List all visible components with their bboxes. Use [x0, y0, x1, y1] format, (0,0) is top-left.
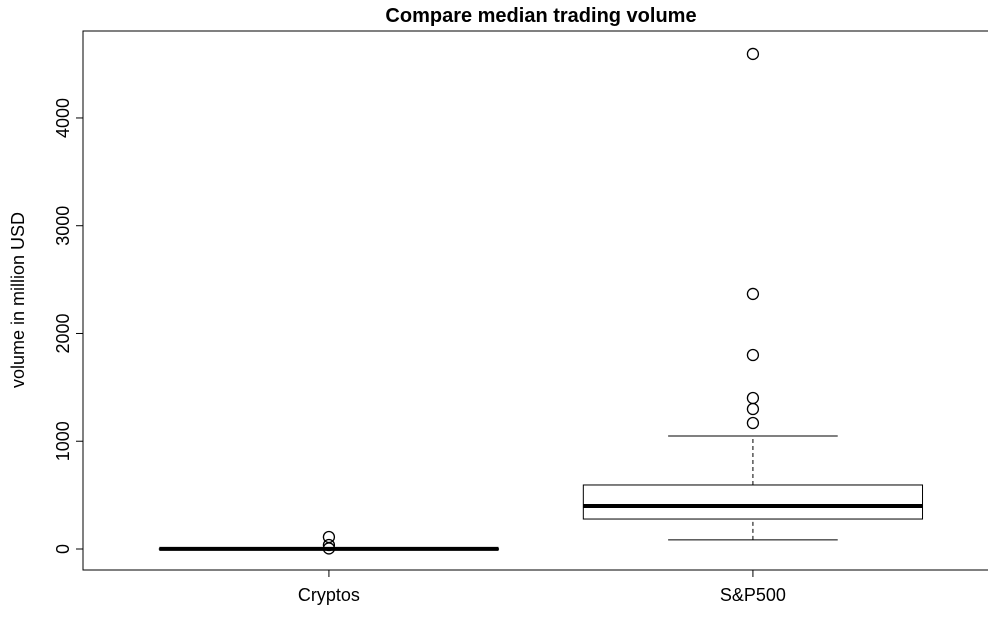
outlier [746, 47, 760, 61]
outlier [322, 538, 336, 552]
x-tick-label: Cryptos [298, 585, 360, 605]
y-axis-label: volume in million USD [8, 212, 28, 388]
x-tick-label: S&P500 [720, 585, 786, 605]
outlier [746, 402, 760, 416]
outlier [322, 542, 336, 555]
outlier [746, 348, 760, 362]
y-tick-label: 3000 [53, 206, 73, 246]
outlier [746, 416, 760, 430]
y-tick-label: 1000 [53, 421, 73, 461]
y-tick-label: 4000 [53, 98, 73, 138]
chart-title: Compare median trading volume [385, 5, 696, 27]
box [582, 484, 924, 520]
y-tick-label: 0 [53, 544, 73, 554]
outlier [746, 287, 760, 301]
y-tick-label: 2000 [53, 313, 73, 353]
plot-frame [82, 30, 988, 571]
outlier [746, 391, 760, 405]
